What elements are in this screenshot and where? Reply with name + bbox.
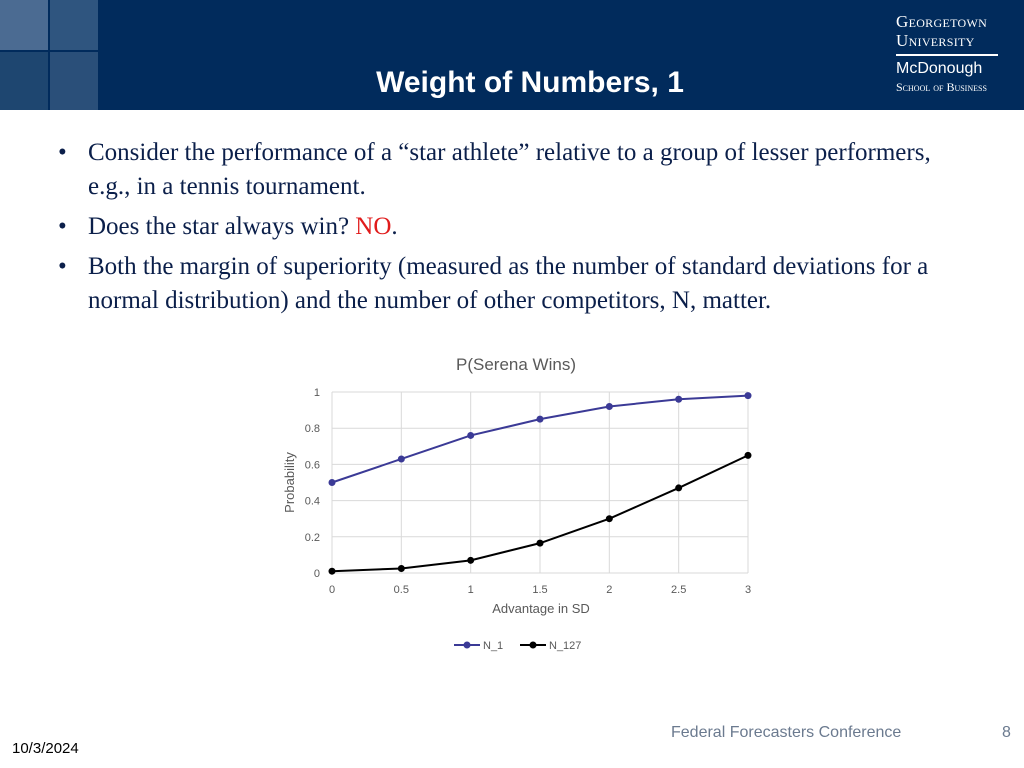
x-tick-label: 2 [606,584,612,596]
data-point [536,539,544,547]
logo-divider [896,54,998,56]
bullet-marker: • [58,253,67,280]
bullet-text: Both the margin of superiority (measured… [88,253,929,314]
x-tick-label: 0.5 [394,584,409,596]
slide-title: Weight of Numbers, 1 [376,66,684,99]
bullet-text: Consider the performance of a “star athl… [88,139,931,200]
x-tick-label: 1 [468,584,474,596]
x-tick-label: 2.5 [671,584,686,596]
bullet-text: Does the star always win? [88,213,356,240]
line-chart: P(Serena Wins) 0 0.2 0.4 0.6 0.8 1 0 0.5 1 1.5 2 2.… [282,355,752,652]
data-point [328,567,336,575]
data-point [467,556,475,564]
bullet-item: • Both the margin of superiority (measur… [58,250,978,318]
data-point [328,479,336,486]
bullet-item: • Consider the performance of a “star at… [58,136,978,204]
decor-square [0,52,48,110]
bullet-marker: • [58,139,67,166]
logo-line-1: Georgetown [896,12,988,31]
logo-line-3: McDonough [896,60,983,77]
legend-marker [463,641,471,649]
x-axis-label: Advantage in SD [492,601,590,616]
data-point [675,395,683,403]
x-tick-label: 1.5 [532,584,547,596]
footer-conference: Federal Forecasters Conference [671,724,902,741]
legend-label: N_127 [549,640,581,652]
data-point [675,484,683,492]
data-point [397,455,405,463]
y-tick-label: 0.8 [305,423,320,435]
data-point [397,564,405,572]
x-tick-label: 0 [329,584,335,596]
chart-title: P(Serena Wins) [456,355,576,374]
data-point [605,402,613,410]
decor-square [50,52,98,110]
legend-marker [529,641,537,649]
x-tick-label: 3 [745,584,751,596]
decor-square [50,0,98,50]
axis-ticks: 0 0.2 0.4 0.6 0.8 1 0 0.5 1 1.5 2 2.5 3 [305,387,751,596]
bullet-item: • Does the star always win? NO. [58,210,978,244]
y-tick-label: 0 [314,568,320,580]
y-axis-label: Probability [282,452,297,513]
decor-square [0,0,48,50]
bullet-marker: • [58,213,67,240]
legend-label: N_1 [483,640,503,652]
series-layer [328,392,752,575]
bullet-text-end: . [391,213,398,240]
y-tick-label: 0.2 [305,532,320,544]
logo-line-4: School of Business [896,80,987,94]
y-tick-label: 1 [314,387,320,399]
data-point [744,392,752,400]
data-point [467,431,475,439]
university-logo: Georgetown University McDonough School o… [896,12,1006,97]
y-tick-label: 0.4 [305,496,320,508]
page-number: 8 [1002,724,1011,741]
data-point [744,451,752,459]
chart-legend: N_1 N_127 [454,640,581,652]
logo-line-2: University [896,31,975,50]
bullet-list: • Consider the performance of a “star at… [58,136,978,324]
y-tick-label: 0.6 [305,459,320,471]
data-point [536,415,544,423]
footer-date: 10/3/2024 [12,740,79,757]
bullet-highlight: NO [355,213,392,240]
grid-lines [331,391,749,574]
data-point [605,515,613,523]
slide-header: Weight of Numbers, 1 Georgetown Universi… [0,0,1024,110]
